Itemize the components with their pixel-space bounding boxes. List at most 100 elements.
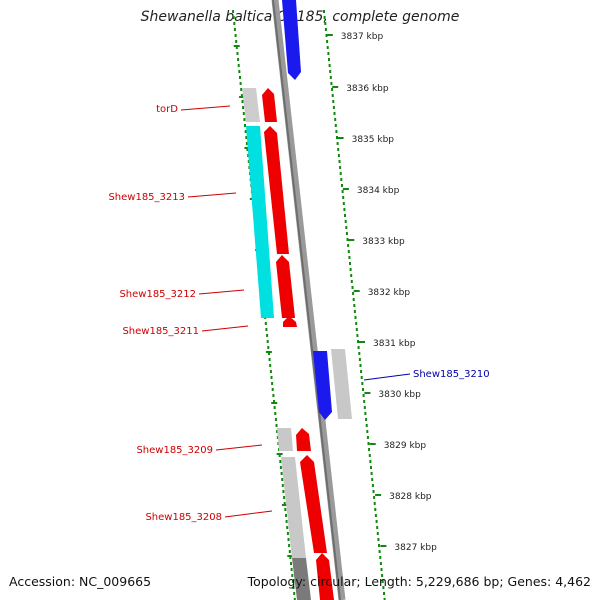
cds-shew185-3211[interactable]: [283, 316, 297, 327]
scale-dot: [337, 154, 340, 157]
tick-mark: [342, 188, 349, 190]
scale-dot: [269, 364, 272, 367]
scale-dot: [323, 16, 326, 19]
tick-label: 3830 kbp: [378, 390, 421, 400]
scale-dot: [355, 328, 358, 331]
scale-dot: [383, 592, 385, 595]
scale-dot: [367, 442, 370, 445]
gene-shew185-3210-grey[interactable]: [331, 349, 352, 419]
scale-dot: [376, 526, 379, 529]
scale-dot: [347, 250, 350, 253]
scale-dot: [233, 22, 236, 25]
cds-shew185-3208[interactable]: [300, 455, 327, 553]
scale-tick-mark: [233, 45, 240, 47]
cds-shew185-3210[interactable]: [313, 351, 332, 420]
scale-dot: [245, 136, 248, 139]
scale-dot: [278, 454, 281, 457]
scale-dot: [332, 100, 335, 103]
scale-dot: [325, 34, 328, 37]
cds-shew185-3212[interactable]: [276, 255, 295, 318]
scale-dot: [345, 226, 348, 229]
scale-dot: [373, 496, 376, 499]
scale-dot: [247, 154, 250, 157]
scale-dot: [379, 556, 382, 559]
scale-dot: [357, 340, 359, 343]
tick-label: 3828 kbp: [389, 492, 432, 502]
scale-dot: [371, 484, 374, 487]
scale-dot: [235, 46, 238, 49]
scale-dot: [240, 94, 243, 97]
scale-dot: [323, 10, 325, 13]
scale-dot: [270, 376, 273, 379]
scale-dot: [369, 460, 372, 463]
scale-dot: [336, 142, 339, 145]
tick-mark: [337, 137, 344, 139]
scale-dot: [264, 322, 267, 325]
scale-dot: [344, 220, 347, 223]
gene-shew185-3209-grey[interactable]: [277, 428, 293, 451]
scale-dot: [274, 418, 277, 421]
tick-label: 3831 kbp: [373, 339, 416, 349]
tick-mark: [369, 443, 376, 445]
scale-dot: [338, 160, 341, 163]
scale-dot: [352, 292, 355, 295]
scale-dot: [239, 82, 242, 85]
scale-dot: [353, 310, 356, 313]
cds-torD[interactable]: [262, 88, 277, 122]
scale-dot: [244, 124, 246, 127]
scale-dot: [328, 58, 330, 61]
scale-tick-mark: [244, 147, 251, 149]
reverse-cds-top[interactable]: [282, 0, 301, 80]
gene-label: Shew185_3212: [119, 289, 196, 300]
scale-dot: [276, 436, 279, 439]
scale-dot: [383, 598, 386, 600]
scale-dot: [290, 568, 293, 571]
tick-mark: [375, 494, 382, 496]
rna-shew185-3213[interactable]: [246, 126, 274, 318]
scale-dot: [333, 112, 336, 115]
tick-label: 3835 kbp: [352, 135, 395, 145]
gene-shew185-3208-dark[interactable]: [292, 558, 311, 600]
scale-dot: [365, 418, 368, 421]
scale-dot: [376, 532, 379, 535]
scale-dot: [232, 10, 235, 13]
cds-shew185-3209[interactable]: [296, 428, 311, 451]
scale-dot: [266, 334, 269, 337]
scale-dot: [359, 364, 362, 367]
kbp-scale: 3837 kbp 3836 kbp 3835 kbp 3834 kbp 3833 kbp…: [326, 32, 437, 553]
scale-dot: [285, 520, 288, 523]
callout-line: [201, 325, 249, 332]
gene-label: Shew185_3209: [136, 445, 213, 456]
scale-dot: [341, 184, 343, 187]
tick-mark: [332, 86, 339, 88]
scale-dot: [246, 148, 249, 151]
scale-dot: [372, 490, 375, 493]
scale-dot: [350, 280, 353, 283]
scale-dot: [368, 454, 371, 457]
scale-tick-mark: [281, 504, 288, 506]
scale-dot: [360, 376, 363, 379]
scale-dot: [328, 64, 331, 67]
scale-dot: [337, 148, 340, 151]
scale-dot: [271, 388, 274, 391]
cds-shew185-3213[interactable]: [264, 126, 289, 254]
cds-next[interactable]: [316, 553, 334, 600]
scale-dot: [379, 562, 382, 565]
scale-dot: [293, 592, 296, 595]
tick-mark: [353, 290, 360, 292]
scale-dot: [268, 358, 271, 361]
gene-label: torD: [156, 104, 178, 115]
scale-dot: [279, 460, 282, 463]
scale-dot: [349, 268, 352, 271]
gene-torD-grey[interactable]: [242, 88, 260, 122]
callout-line: [363, 373, 411, 381]
tick-label: 3827 kbp: [394, 543, 437, 553]
scale-dot: [242, 112, 245, 115]
scale-dot: [280, 472, 283, 475]
gene-label: Shew185_3210: [413, 369, 490, 380]
gene-shew185-3208-grey[interactable]: [281, 457, 306, 558]
scale-dot: [342, 202, 345, 205]
scale-dot: [373, 502, 376, 505]
scale-dot: [339, 172, 342, 175]
